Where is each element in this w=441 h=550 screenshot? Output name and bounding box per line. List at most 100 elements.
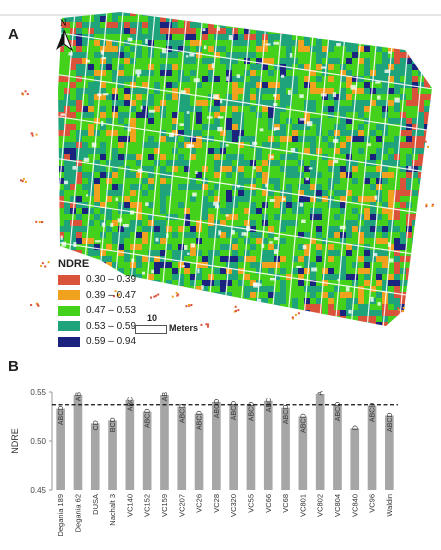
map-cell xyxy=(160,208,166,214)
map-cell xyxy=(376,208,382,214)
map-cell xyxy=(142,226,148,232)
map-cell xyxy=(154,40,160,46)
map-cell xyxy=(424,70,430,76)
map-cell xyxy=(52,226,58,232)
map-cell xyxy=(58,88,64,94)
map-cell xyxy=(232,58,238,64)
bar xyxy=(333,404,342,490)
map-cell xyxy=(280,76,286,82)
bar-significance-letter: ABCD xyxy=(283,405,290,424)
map-cell xyxy=(304,28,310,34)
map-cell xyxy=(292,16,298,22)
map-gap xyxy=(145,202,149,206)
map-cell xyxy=(118,142,124,148)
map-cell xyxy=(280,46,286,52)
map-cell xyxy=(154,148,160,154)
map-cell xyxy=(220,244,226,250)
map-gap xyxy=(213,201,219,206)
map-cell xyxy=(136,106,142,112)
edge-speck xyxy=(116,294,119,297)
map-cell xyxy=(94,244,100,250)
legend-swatch xyxy=(58,321,80,332)
map-cell xyxy=(364,172,370,178)
map-cell xyxy=(352,184,358,190)
map-cell xyxy=(388,310,394,316)
map-cell xyxy=(136,226,142,232)
map-cell xyxy=(292,286,298,292)
x-tick-label: VC207 xyxy=(177,494,186,517)
map-cell xyxy=(166,196,172,202)
map-cell xyxy=(190,256,196,262)
map-cell xyxy=(334,136,340,142)
map-cell xyxy=(178,100,184,106)
map-cell xyxy=(52,112,58,118)
map-cell xyxy=(208,124,214,130)
map-cell xyxy=(142,40,148,46)
map-cell xyxy=(202,226,208,232)
map-cell xyxy=(136,316,142,322)
map-cell xyxy=(346,34,352,40)
map-cell xyxy=(232,244,238,250)
map-cell xyxy=(244,328,250,334)
map-cell xyxy=(154,136,160,142)
map-cell xyxy=(232,34,238,40)
map-cell xyxy=(136,262,142,268)
map-cell xyxy=(118,124,124,130)
edge-speck xyxy=(291,317,294,320)
map-cell xyxy=(364,262,370,268)
map-cell xyxy=(82,190,88,196)
map-cell xyxy=(184,172,190,178)
map-cell xyxy=(190,226,196,232)
map-cell xyxy=(106,76,112,82)
map-cell xyxy=(238,160,244,166)
map-cell xyxy=(88,112,94,118)
map-cell xyxy=(232,136,238,142)
map-cell xyxy=(322,328,328,334)
map-cell xyxy=(322,124,328,130)
map-gap xyxy=(179,123,184,126)
map-cell xyxy=(346,40,352,46)
map-cell xyxy=(220,82,226,88)
map-cell xyxy=(52,16,58,22)
map-cell xyxy=(256,310,262,316)
map-cell xyxy=(112,46,118,52)
map-cell xyxy=(292,220,298,226)
map-cell xyxy=(262,136,268,142)
map-cell xyxy=(142,304,148,310)
map-cell xyxy=(364,274,370,280)
map-cell xyxy=(190,94,196,100)
map-cell xyxy=(418,322,424,326)
map-cell xyxy=(208,136,214,142)
edge-speck xyxy=(114,290,117,293)
map-cell xyxy=(382,64,388,70)
map-cell xyxy=(118,154,124,160)
map-cell xyxy=(406,136,412,142)
map-cell xyxy=(178,28,184,34)
map-cell xyxy=(244,46,250,52)
map-cell xyxy=(310,196,316,202)
map-cell xyxy=(262,106,268,112)
map-cell xyxy=(376,328,382,334)
map-cell xyxy=(70,148,76,154)
map-cell xyxy=(376,298,382,304)
map-cell xyxy=(316,136,322,142)
map-cell xyxy=(358,46,364,52)
map-cell xyxy=(184,124,190,130)
map-gap xyxy=(265,43,271,46)
map-cell xyxy=(412,244,418,250)
map-cell xyxy=(430,88,432,94)
map-cell xyxy=(70,172,76,178)
map-cell xyxy=(256,142,262,148)
map-cell xyxy=(334,46,340,52)
bar xyxy=(298,416,308,490)
map-cell xyxy=(328,148,334,154)
map-cell xyxy=(262,16,268,22)
map-cell xyxy=(418,154,424,160)
map-cell xyxy=(208,208,214,214)
map-cell xyxy=(352,190,358,196)
map-cell xyxy=(424,130,430,136)
map-cell xyxy=(310,184,316,190)
edge-speck xyxy=(185,305,188,308)
map-cell xyxy=(388,76,394,82)
map-cell xyxy=(88,34,94,40)
